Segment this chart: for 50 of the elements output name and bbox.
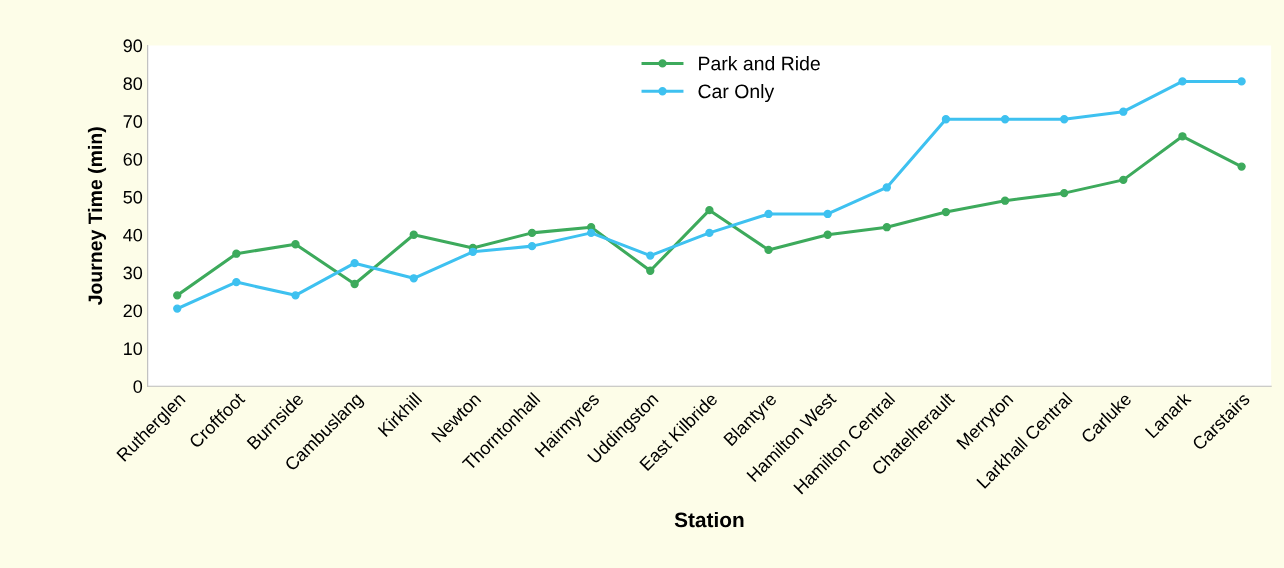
- point: [527, 228, 537, 238]
- point: [646, 266, 655, 275]
- y-tick-label: 90: [123, 39, 143, 53]
- point: [409, 230, 418, 239]
- point: [173, 291, 182, 300]
- point: [232, 277, 241, 287]
- point: [1178, 132, 1187, 141]
- point: [350, 279, 359, 289]
- point: [409, 274, 418, 283]
- y-tick-label: 80: [123, 77, 143, 91]
- point: [646, 251, 655, 260]
- legend-label: Car Only: [698, 83, 775, 103]
- point: [1060, 188, 1069, 198]
- point: [1060, 115, 1069, 124]
- point: [882, 223, 891, 232]
- point: [350, 259, 359, 268]
- point: [764, 245, 773, 255]
- y-tick-label: 60: [123, 152, 143, 166]
- point: [232, 249, 241, 258]
- point: [941, 115, 951, 124]
- y-tick-label: 50: [123, 190, 143, 204]
- y-tick-label: 30: [123, 266, 143, 280]
- y-tick-label: 40: [123, 228, 143, 242]
- point: [527, 241, 537, 251]
- point: [941, 207, 951, 217]
- point: [1237, 162, 1246, 171]
- point: [291, 240, 300, 249]
- point: [1119, 107, 1128, 116]
- y-tick-label: 10: [124, 342, 143, 356]
- y-axis-title: Journey Time (min): [87, 127, 107, 306]
- point: [764, 209, 773, 219]
- point: [1119, 175, 1128, 185]
- point: [1178, 77, 1187, 86]
- point: [1000, 196, 1010, 205]
- point: [173, 304, 182, 313]
- point: [705, 228, 714, 238]
- point: [705, 205, 714, 215]
- x-axis-title: Station: [674, 511, 744, 528]
- point: [823, 230, 832, 239]
- point: [882, 183, 891, 192]
- point: [586, 228, 596, 238]
- point: [1237, 77, 1246, 86]
- y-tick-label: 0: [133, 380, 143, 393]
- point: [291, 291, 300, 300]
- point: [1000, 115, 1010, 124]
- point: [823, 209, 832, 219]
- point: [468, 247, 478, 256]
- y-tick-label: 70: [123, 115, 143, 128]
- legend-label: Park and Ride: [699, 56, 820, 71]
- y-tick-label: 20: [123, 304, 143, 318]
